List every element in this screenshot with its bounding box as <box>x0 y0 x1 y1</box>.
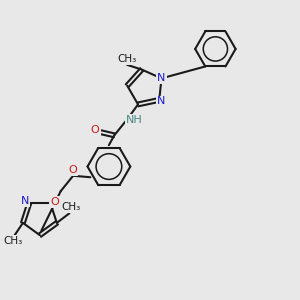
Text: O: O <box>69 165 77 176</box>
Text: O: O <box>91 125 100 135</box>
Text: N: N <box>21 196 29 206</box>
Text: NH: NH <box>126 115 142 125</box>
Text: O: O <box>50 197 59 207</box>
Text: N: N <box>157 96 165 106</box>
Text: CH₃: CH₃ <box>4 236 23 246</box>
Text: CH₃: CH₃ <box>62 202 81 212</box>
Text: CH₃: CH₃ <box>117 54 136 64</box>
Text: N: N <box>157 74 166 83</box>
